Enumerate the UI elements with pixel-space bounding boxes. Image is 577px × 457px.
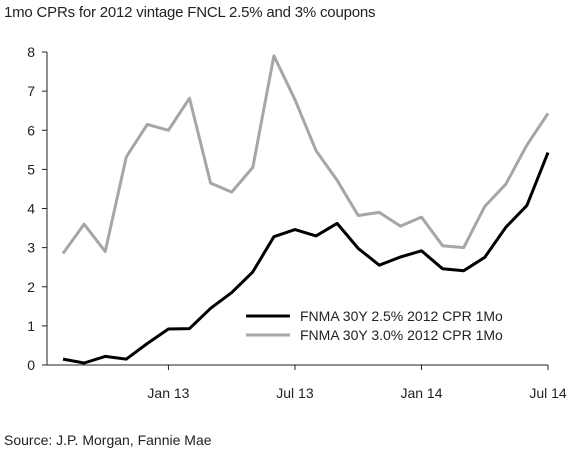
x-tick-label: Jan 14 — [400, 385, 442, 401]
legend-label: FNMA 30Y 3.0% 2012 CPR 1Mo — [300, 327, 503, 343]
y-tick-label: 0 — [27, 357, 35, 373]
series-line-fnma-3-0 — [61, 54, 550, 255]
y-tick-label: 6 — [27, 122, 35, 138]
y-tick-label: 5 — [27, 161, 35, 177]
chart-title: 1mo CPRs for 2012 vintage FNCL 2.5% and … — [4, 4, 376, 21]
x-tick-label: Jul 13 — [276, 385, 314, 401]
y-tick-label: 2 — [27, 279, 35, 295]
y-tick-label: 3 — [27, 240, 35, 256]
x-tick-label: Jul 14 — [529, 385, 567, 401]
y-tick-label: 8 — [27, 44, 35, 60]
x-tick-label: Jan 13 — [147, 385, 189, 401]
y-tick-label: 1 — [27, 318, 35, 334]
x-axis: Jan 13 Jul 13 Jan 14 Jul 14 — [47, 364, 567, 401]
series-lines — [61, 54, 550, 365]
legend: FNMA 30Y 2.5% 2012 CPR 1Mo FNMA 30Y 3.0% … — [246, 308, 503, 343]
legend-label: FNMA 30Y 2.5% 2012 CPR 1Mo — [300, 308, 503, 324]
source-note: Source: J.P. Morgan, Fannie Mae — [4, 432, 212, 448]
y-axis: 0 1 2 3 4 5 6 7 8 — [27, 44, 48, 373]
y-tick-label: 7 — [27, 83, 35, 99]
y-tick-label: 4 — [27, 201, 35, 217]
series-line-fnma-2-5 — [62, 152, 550, 365]
